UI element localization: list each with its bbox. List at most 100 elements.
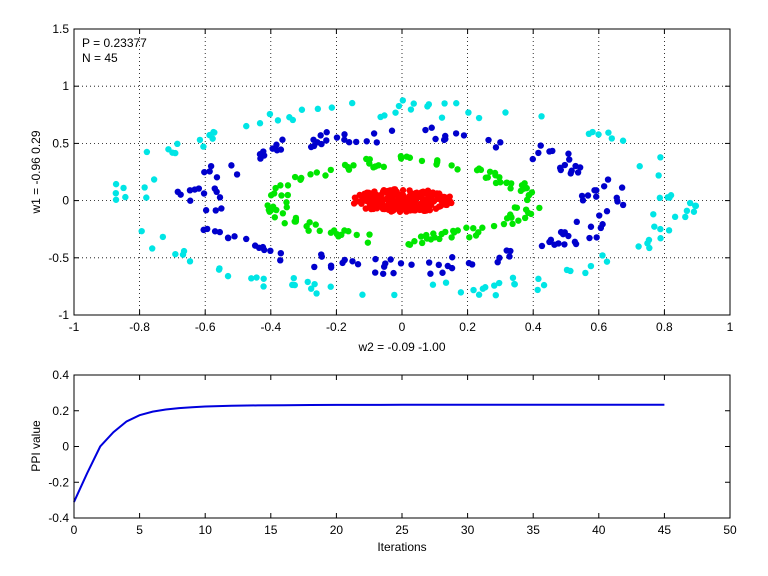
x-tick-label: 20 [330,523,344,537]
scatter-point [341,161,349,169]
scatter-point [515,217,522,224]
scatter-point [470,286,477,294]
scatter-point [557,166,564,174]
scatter-point [216,228,224,236]
scatter-point [439,269,446,276]
scatter-point [534,286,541,294]
scatter-point [429,281,437,288]
scatter-point [572,240,580,248]
scatter-point [506,253,513,260]
scatter-point [372,255,379,263]
x-tick-label: 50 [723,523,737,537]
scatter-point [225,234,232,242]
scatter-point [427,270,434,277]
scatter-point [233,171,241,178]
scatter-point [187,197,194,204]
scatter-point [359,291,366,298]
scatter-plot-area [74,29,730,315]
scatter-point [494,258,501,266]
scatter-point [159,233,167,241]
y-tick-label: 1 [62,79,69,93]
scatter-point [406,192,414,199]
scatter-point [397,260,405,267]
scatter-point [271,214,279,221]
scatter-point [278,192,285,199]
scatter-ylabel: w1 = -0.96 0.29 [29,130,43,214]
scatter-point [267,247,274,255]
scatter-point [200,190,208,197]
scatter-point [486,168,494,175]
scatter-point [368,205,375,213]
scatter-point [417,233,425,240]
x-tick-label: -1 [69,320,80,334]
scatter-point [327,283,334,290]
x-tick-label: -0.6 [195,320,216,334]
scatter-point [537,142,544,149]
x-tick-label: 35 [527,523,541,537]
scatter-point [507,247,514,255]
scatter-point [535,275,542,283]
scatter-point [449,227,457,235]
y-tick-label: 0 [62,194,69,208]
scatter-point [283,199,290,206]
scatter-point [213,174,221,181]
x-tick-label: 0.6 [590,320,607,334]
line-axes: 0 5 10 15 20 25 30 35 40 45 50 -0.4 -0.2 0 0.2 0.4 Iter… [29,368,737,554]
scatter-point [682,213,689,221]
scatter-point [373,205,381,212]
scatter-point [382,260,389,267]
scatter-point [378,191,385,198]
line-ticks: 0 5 10 15 20 25 30 35 40 45 50 -0.4 -0.2 0 0.2 0.4 [48,368,737,537]
scatter-point [289,281,296,289]
scatter-point [212,207,219,214]
x-tick-label: 10 [199,523,213,537]
x-tick-label: -0.2 [326,320,347,334]
scatter-point [513,204,521,211]
scatter-point [396,208,404,215]
scatter-point [426,189,433,196]
scatter-point [112,196,120,203]
scatter-point [259,243,267,251]
scatter-point [521,214,529,222]
y-tick-label: -1 [58,308,69,322]
scatter-point [566,156,573,163]
scatter-point [403,153,410,160]
scatter-point [207,162,215,170]
scatter-point [211,185,218,192]
scatter-point [690,208,698,215]
scatter-point [328,104,336,111]
scatter-point [526,191,533,199]
scatter-point [290,274,297,282]
scatter-point [314,105,322,113]
scatter-point [509,220,516,228]
scatter-point [390,269,397,277]
scatter-point [448,264,456,272]
scatter-point [434,157,441,164]
scatter-point [228,162,235,169]
x-tick-label: 1 [727,320,734,334]
scatter-point [364,239,372,246]
scatter-point [377,113,384,121]
scatter-point [366,231,373,238]
scatter-point [657,154,664,161]
scatter-point [174,140,181,148]
scatter-point [351,194,359,201]
scatter-point [391,291,398,299]
scatter-point [497,139,504,146]
x-tick-label: 40 [592,523,606,537]
line-xlabel: Iterations [377,540,426,554]
scatter-point [441,100,448,107]
scatter-point [604,176,612,183]
scatter-point [491,282,498,289]
scatter-point [584,192,592,199]
x-tick-label: 0.4 [525,320,542,334]
scatter-point [266,110,274,118]
scatter-point [312,221,319,228]
y-tick-label: 0.5 [52,136,69,150]
scatter-point [490,222,498,230]
scatter-point [231,233,238,240]
scatter-point [317,132,324,139]
scatter-point [120,184,127,192]
scatter-point [582,269,589,277]
scatter-point [546,238,553,246]
